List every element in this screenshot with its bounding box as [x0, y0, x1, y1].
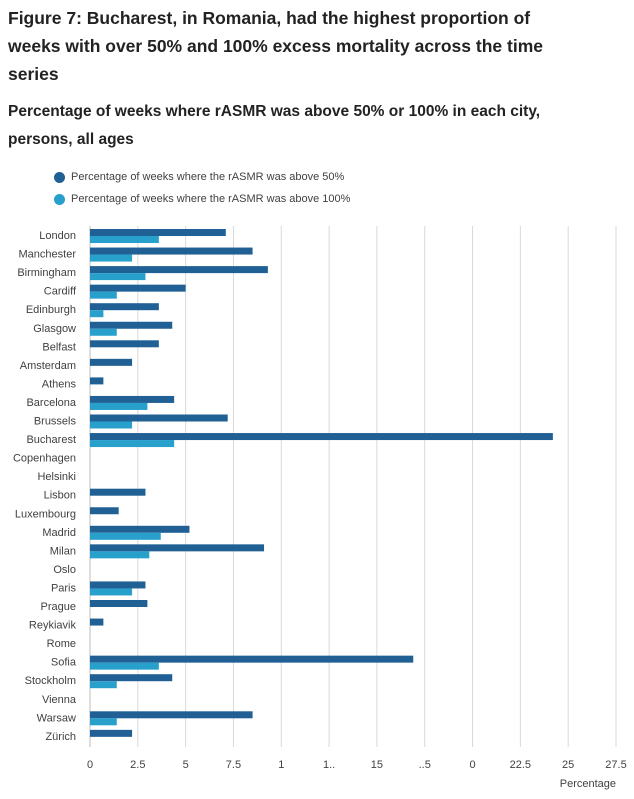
category-label-london: London [39, 230, 76, 242]
bar-athens-above-50[interactable] [90, 377, 104, 385]
x-tick-label: 1.. [323, 759, 335, 771]
legend-label-above-50: Percentage of weeks where the rASMR was … [71, 171, 345, 183]
bar-edinburgh-above-50[interactable] [90, 303, 159, 311]
x-tick-label: 25 [562, 759, 574, 771]
legend-item-above-100[interactable]: Percentage of weeks where the rASMR was … [54, 188, 350, 210]
category-label-rome: Rome [47, 638, 76, 650]
x-tick-label: 1 [278, 759, 284, 771]
category-label-birmingham: Birmingham [17, 267, 76, 279]
category-label-reykiavik: Reykiavik [29, 620, 77, 632]
x-tick-label: 7.5 [226, 759, 241, 771]
bar-birmingham-above-50[interactable] [90, 266, 268, 274]
bar-bucharest-above-50[interactable] [90, 433, 553, 441]
category-label-lisbon: Lisbon [44, 490, 76, 502]
bar-lisbon-above-50[interactable] [90, 488, 146, 496]
x-tick-label: 22.5 [510, 759, 531, 771]
bar-barcelona-above-50[interactable] [90, 395, 175, 403]
bar-stockholm-above-100[interactable] [90, 681, 117, 689]
category-labels: London Manchester Birmingham Cardiff Edinbur… [13, 230, 77, 743]
x-tick-label: ..5 [419, 759, 431, 771]
category-label-cardiff: Cardiff [44, 286, 77, 298]
x-tick-label: 15 [371, 759, 383, 771]
bar-milan-above-100[interactable] [90, 551, 150, 559]
category-label-warsaw: Warsaw [37, 712, 76, 724]
bar-stockholm-above-50[interactable] [90, 674, 173, 682]
bar-cardiff-above-100[interactable] [90, 291, 117, 299]
legend-label-above-100: Percentage of weeks where the rASMR was … [71, 193, 351, 205]
x-tick-label: 2.5 [130, 759, 145, 771]
bar-warsaw-above-50[interactable] [90, 711, 253, 719]
category-label-edinburgh: Edinburgh [26, 304, 76, 316]
category-label-zurich: Zürich [45, 731, 76, 743]
bar-edinburgh-above-100[interactable] [90, 310, 104, 318]
legend-item-above-50[interactable]: Percentage of weeks where the rASMR was … [54, 166, 350, 188]
bar-warsaw-above-100[interactable] [90, 718, 117, 726]
bar-birmingham-above-100[interactable] [90, 273, 146, 281]
bar-manchester-above-50[interactable] [90, 247, 253, 255]
category-label-belfast: Belfast [42, 341, 76, 353]
bar-amsterdam-above-50[interactable] [90, 358, 133, 366]
category-label-oslo: Oslo [53, 564, 76, 576]
category-label-madrid: Madrid [42, 527, 76, 539]
category-label-helsinki: Helsinki [37, 471, 76, 483]
category-label-brussels: Brussels [34, 416, 77, 428]
category-label-vienna: Vienna [42, 694, 77, 706]
category-label-athens: Athens [42, 378, 77, 390]
bar-sofia-above-50[interactable] [90, 655, 414, 663]
x-tick-label: 0 [469, 759, 475, 771]
bar-bucharest-above-100[interactable] [90, 440, 175, 448]
bar-barcelona-above-100[interactable] [90, 402, 148, 410]
bar-sofia-above-100[interactable] [90, 662, 159, 670]
chart-subtitle: Percentage of weeks where rASMR was abov… [8, 103, 541, 148]
legend-swatch-above-50 [54, 171, 65, 183]
x-tick-label: 5 [183, 759, 189, 771]
category-label-copenhagen: Copenhagen [13, 453, 76, 465]
category-label-bucharest: Bucharest [26, 434, 76, 446]
category-label-sofia: Sofia [51, 657, 77, 669]
bar-zurich-above-50[interactable] [90, 729, 133, 737]
x-tick-label: 0 [87, 759, 93, 771]
bar-london-above-100[interactable] [90, 236, 159, 243]
bar-reykiavik-above-50[interactable] [90, 618, 104, 626]
category-label-amsterdam: Amsterdam [20, 360, 76, 372]
bar-madrid-above-50[interactable] [90, 525, 190, 533]
bar-madrid-above-100[interactable] [90, 532, 161, 540]
category-label-glasgow: Glasgow [33, 323, 76, 335]
bar-brussels-above-50[interactable] [90, 414, 228, 422]
category-label-prague: Prague [41, 601, 76, 613]
bar-manchester-above-100[interactable] [90, 254, 133, 262]
bar-belfast-above-50[interactable] [90, 340, 159, 348]
category-label-stockholm: Stockholm [25, 675, 76, 687]
legend-swatch-above-100 [54, 193, 65, 205]
bar-london-above-50[interactable] [90, 229, 226, 236]
bar-cardiff-above-50[interactable] [90, 284, 186, 292]
bar-paris-above-100[interactable] [90, 588, 133, 596]
x-tick-label: 27.5 [605, 759, 626, 771]
bar-luxembourg-above-50[interactable] [90, 507, 119, 515]
bar-milan-above-50[interactable] [90, 544, 265, 552]
x-axis-ticks: 0 2.5 5 7.5 1 1.. 15 ..5 0 22.5 25 27.5 [87, 759, 627, 771]
category-label-paris: Paris [51, 582, 77, 594]
category-label-manchester: Manchester [19, 249, 77, 261]
bar-glasgow-above-100[interactable] [90, 328, 117, 336]
bar-paris-above-50[interactable] [90, 581, 146, 589]
category-label-barcelona: Barcelona [26, 397, 76, 409]
bar-prague-above-50[interactable] [90, 600, 148, 607]
figure-title: Figure 7: Bucharest, in Romania, had the… [8, 8, 543, 84]
bar-brussels-above-100[interactable] [90, 421, 133, 429]
category-label-milan: Milan [50, 545, 76, 557]
gridlines [89, 226, 617, 747]
bars [90, 229, 553, 737]
x-axis-label: Percentage [560, 778, 616, 790]
legend: Percentage of weeks where the rASMR was … [54, 166, 350, 210]
category-label-luxembourg: Luxembourg [15, 508, 76, 520]
bar-glasgow-above-50[interactable] [90, 321, 173, 329]
